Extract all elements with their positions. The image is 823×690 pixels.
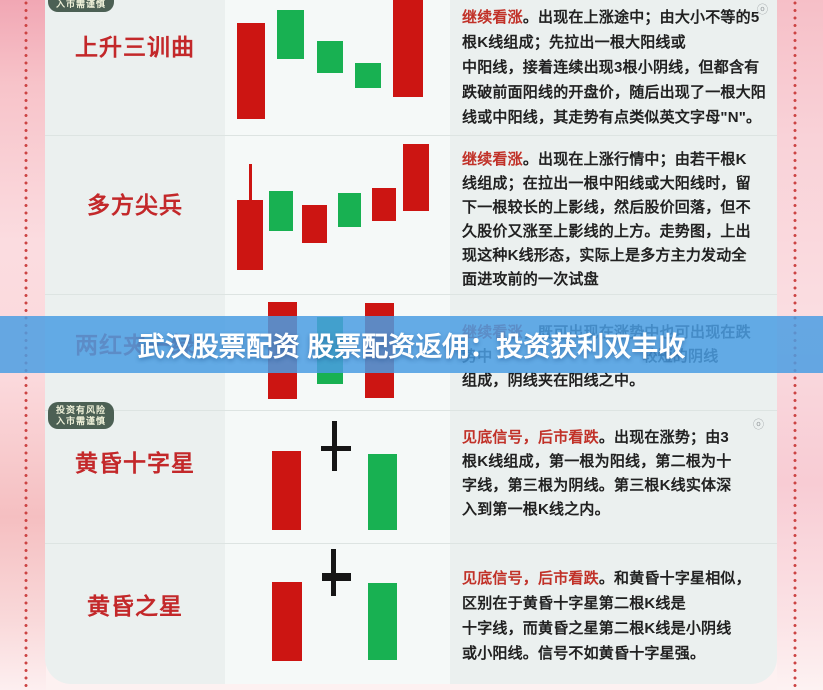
- candle-red: [403, 144, 429, 211]
- description-text: 线或中阳线，其走势有点类似英文字母"N"。: [462, 109, 762, 126]
- pattern-name-cell: 上升三训曲: [45, 0, 225, 135]
- description-text: 跌破前面阳线的开盘价，随后出现了一根大阳: [462, 84, 767, 101]
- description-text: 。出现在上涨行情中；由若干根K: [522, 151, 747, 168]
- description-text: 组成，阴线夹在阳线之中。: [462, 372, 645, 389]
- candle-red: [302, 205, 327, 243]
- signal-highlight-text: 继续看涨: [462, 9, 523, 26]
- candle-red: [372, 188, 396, 221]
- watermark-icon: ⓞ: [757, 4, 768, 16]
- description-line: 跌破前面阳线的开盘价，随后出现了一根大阳: [462, 80, 769, 105]
- candle-red: [272, 451, 301, 530]
- promo-banner: 武汉股票配资 股票配资返佣：投资获利双丰收: [0, 316, 823, 373]
- risk-warning-badge-middle: 投资有风险 入市需谨慎: [48, 402, 115, 429]
- description-line: 现这种K线形态，实际上是多方主力发动全: [462, 244, 769, 268]
- candle-green: [355, 63, 381, 88]
- candle-green: [338, 193, 361, 227]
- description-line: 根K线组成，第一根为阳线，第二根为十: [462, 450, 769, 474]
- candle-green: [368, 583, 397, 660]
- risk-warning-badge-top: 投资有风险 入市需谨慎: [48, 0, 115, 12]
- description-line: 线或中阳线，其走势有点类似英文字母"N"。: [462, 105, 769, 130]
- description-text: 根K线组成，第一根为阳线，第二根为十: [462, 453, 732, 470]
- doji-line: [322, 573, 351, 581]
- description-text: 区别在于黄昏十字星第二根K线是: [462, 595, 686, 612]
- description-line: 字线，第三根为阴线。第三根K线实体深: [462, 474, 769, 498]
- description-line: 线组成；在拉出一根中阳线或大阳线时，留: [462, 172, 769, 196]
- pattern-description: 继续看涨。出现在上涨途中；由大小不等的5 根K线组成；先拉出一根大阳线或中阳线，接…: [450, 0, 777, 135]
- candle-red: [393, 0, 423, 97]
- pattern-row: 上升三训曲 继续看涨。出现在上涨途中；由大小不等的5 根K线组成；先拉出一根大阳线…: [45, 0, 777, 135]
- description-line: 下一根较长的上影线，然后股价回落，但不: [462, 196, 769, 220]
- description-text: 。出现在涨势；由3: [598, 429, 729, 446]
- description-line: 继续看涨。出现在上涨途中；由大小不等的5: [462, 5, 769, 30]
- description-text: 中阳线，接着连续出现3根小阴线，但都含有: [462, 59, 760, 76]
- description-text: 入到第一根K线之内。: [462, 501, 610, 518]
- description-text: 。出现在上涨途中；由大小不等的5: [522, 9, 760, 26]
- description-line: 中阳线，接着连续出现3根小阴线，但都含有: [462, 55, 769, 80]
- description-text: 或小阳线。信号不如黄昏十字星强。: [462, 645, 706, 662]
- pattern-name-cell: 多方尖兵: [45, 136, 225, 294]
- description-text: 根K线组成；先拉出一根大阳线或: [462, 34, 686, 51]
- description-line: 根K线组成；先拉出一根大阳线或: [462, 30, 769, 55]
- candle-green: [277, 10, 304, 59]
- description-text: 。和黄昏十字星相似，: [598, 570, 751, 587]
- pattern-name: 多方尖兵: [87, 192, 183, 218]
- description-line: 见底信号，后市看跌。和黄昏十字星相似，: [462, 566, 769, 591]
- description-line: 继续看涨。出现在上涨行情中；由若干根K: [462, 148, 769, 172]
- candle-red: [237, 23, 265, 119]
- pattern-name: 上升三训曲: [75, 33, 195, 60]
- candle-green: [368, 454, 397, 530]
- candlestick-chart: [225, 0, 450, 135]
- signal-highlight-text: 见底信号，后市看跌: [462, 429, 599, 446]
- description-text: 面进攻前的一次试盘: [462, 271, 599, 288]
- candlestick-chart: [225, 136, 450, 294]
- description-text: 线组成；在拉出一根中阳线或大阳线时，留: [462, 175, 751, 192]
- candlestick-chart: [225, 544, 450, 684]
- description-line: 或小阳线。信号不如黄昏十字星强。: [462, 641, 769, 666]
- pattern-rows: 上升三训曲 继续看涨。出现在上涨途中；由大小不等的5 根K线组成；先拉出一根大阳线…: [45, 0, 777, 684]
- description-text: 现这种K线形态，实际上是多方主力发动全: [462, 247, 747, 264]
- risk-warning-line2: 入市需谨慎: [56, 415, 107, 426]
- description-line: 面进攻前的一次试盘: [462, 268, 769, 292]
- pattern-name-cell: 黄昏之星: [45, 544, 225, 684]
- pattern-table: 上升三训曲 继续看涨。出现在上涨途中；由大小不等的5 根K线组成；先拉出一根大阳线…: [45, 0, 777, 684]
- candle-green: [317, 41, 343, 73]
- pattern-description: 继续看涨。出现在上涨行情中；由若干根K 线组成；在拉出一根中阳线或大阳线时，留 下一…: [450, 136, 777, 294]
- pattern-name: 黄昏之星: [87, 593, 183, 619]
- pattern-description: 见底信号，后市看跌。出现在涨势；由3 根K线组成，第一根为阳线，第二根为十 字线，第…: [450, 411, 777, 543]
- candle-red: [272, 582, 302, 661]
- pattern-row: 黄昏之星 见底信号，后市看跌。和黄昏十字星相似， 区别在于黄昏十字星第二根K线是十…: [45, 543, 777, 684]
- candle-red: [249, 164, 252, 202]
- description-line: 入到第一根K线之内。: [462, 498, 769, 522]
- description-text: 十字线，而黄昏之星第二根K线是小阴线: [462, 620, 732, 637]
- pattern-name-cell: 黄昏十字星: [45, 411, 225, 543]
- watermark-icon: ⓞ: [753, 419, 764, 431]
- description-line: 组成，阴线夹在阳线之中。: [462, 369, 769, 393]
- signal-highlight-text: 继续看涨: [462, 151, 523, 168]
- pattern-name: 黄昏十字星: [75, 450, 195, 476]
- doji-line: [321, 446, 351, 451]
- candle-red: [237, 200, 263, 270]
- description-line: 久股价又涨至上影线的上方。走势图，上出: [462, 220, 769, 244]
- promo-banner-text: 武汉股票配资 股票配资返佣：投资获利双丰收: [137, 332, 686, 362]
- description-text: 字线，第三根为阴线。第三根K线实体深: [462, 477, 732, 494]
- risk-warning-line1: 投资有风险: [56, 405, 107, 415]
- pattern-row: 黄昏十字星 见底信号，后市看跌。出现在涨势；由3 根K线组成，第一根为阳线，第二根…: [45, 410, 777, 543]
- candle-green: [269, 191, 293, 231]
- candlestick-chart: [225, 411, 450, 543]
- description-line: 区别在于黄昏十字星第二根K线是: [462, 591, 769, 616]
- pattern-row: 多方尖兵 继续看涨。出现在上涨行情中；由若干根K 线组成；在拉出一根中阳线或大阳线…: [45, 135, 777, 294]
- doji-line: [331, 549, 336, 596]
- pattern-description: 见底信号，后市看跌。和黄昏十字星相似， 区别在于黄昏十字星第二根K线是十字线，而黄…: [450, 544, 777, 684]
- description-line: 十字线，而黄昏之星第二根K线是小阴线: [462, 616, 769, 641]
- description-line: 见底信号，后市看跌。出现在涨势；由3: [462, 426, 769, 450]
- signal-highlight-text: 见底信号，后市看跌: [462, 570, 599, 587]
- description-text: 久股价又涨至上影线的上方。走势图，上出: [462, 223, 751, 240]
- description-text: 下一根较长的上影线，然后股价回落，但不: [462, 199, 751, 216]
- risk-warning-line2: 入市需谨慎: [56, 0, 107, 9]
